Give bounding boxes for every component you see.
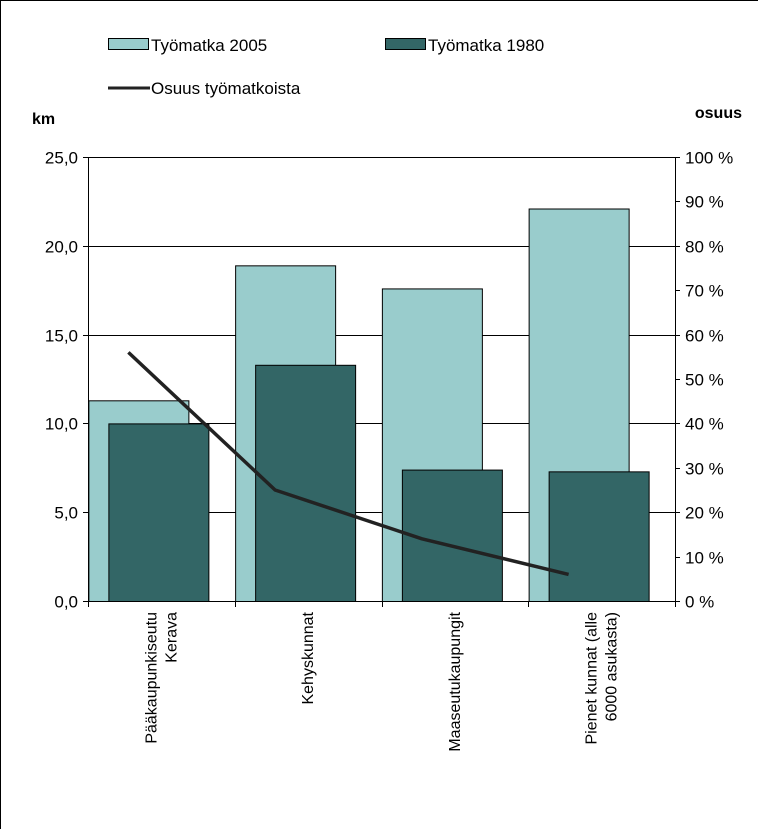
y-left-tick-label: 25,0 (45, 149, 78, 168)
legend-swatch-1980 (385, 38, 426, 50)
y-right-tick-label: 50 % (685, 371, 724, 390)
y-right-tick-label: 10 % (685, 549, 724, 568)
x-tick-label: 6000 asukasta) (604, 612, 621, 721)
y-right-tick-label: 0 % (685, 593, 714, 612)
bar-1980 (401, 469, 503, 602)
y-left-axis-title: km (32, 111, 55, 128)
x-tick-label: Maaseutukaupungit (447, 611, 464, 751)
legend-label-line: Osuus työmatkoista (151, 79, 301, 98)
legend-label-1980: Työmatka 1980 (428, 36, 544, 55)
bar-1980 (108, 423, 210, 602)
y-left-tick-label: 20,0 (45, 238, 78, 257)
y-left-tick-label: 15,0 (45, 327, 78, 346)
legend-label-2005: Työmatka 2005 (151, 36, 267, 55)
x-tick-label: Pienet kunnat (alle (584, 612, 601, 745)
legend-swatch-2005 (108, 38, 149, 50)
y-right-tick-label: 20 % (685, 504, 724, 523)
y-left-tick-label: 0,0 (54, 593, 78, 612)
y-right-axis-title: osuus (695, 105, 742, 122)
y-right-tick-label: 60 % (685, 327, 724, 346)
bar-1980 (548, 471, 650, 602)
y-right-tick-label: 40 % (685, 415, 724, 434)
x-tick-label: Kerava (163, 612, 180, 663)
y-left-tick-label: 5,0 (54, 504, 78, 523)
x-tick-label: Pääkaupunkiseutu (143, 612, 160, 744)
x-tick-label: Kehyskunnat (300, 611, 317, 704)
y-right-tick-label: 30 % (685, 460, 724, 479)
y-right-tick-label: 90 % (685, 193, 724, 212)
line-osuus (127, 351, 570, 577)
y-right-tick-label: 100 % (685, 149, 733, 168)
y-right-tick-label: 70 % (685, 282, 724, 301)
bar-1980 (255, 364, 357, 602)
y-left-tick-label: 10,0 (45, 415, 78, 434)
y-right-tick-label: 80 % (685, 238, 724, 257)
